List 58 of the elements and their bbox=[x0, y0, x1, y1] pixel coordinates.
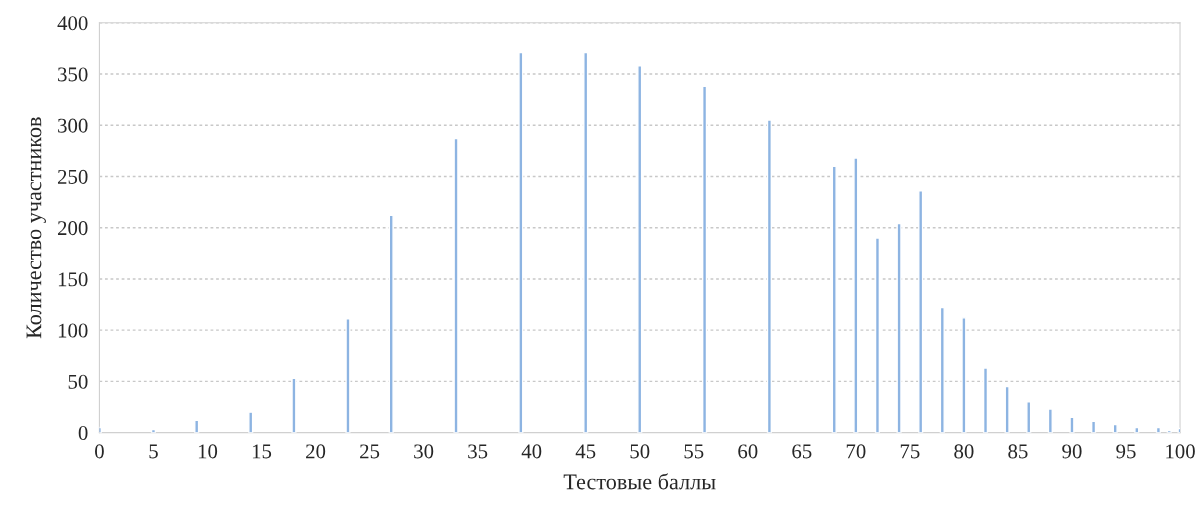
bar bbox=[518, 51, 524, 433]
bar bbox=[831, 165, 837, 433]
bar bbox=[1112, 423, 1118, 433]
bar bbox=[1047, 408, 1053, 433]
y-tick-label: 0 bbox=[78, 426, 88, 441]
x-tick-label: 30 bbox=[414, 444, 434, 459]
bar bbox=[1090, 420, 1097, 433]
x-tick-label: 60 bbox=[738, 444, 758, 459]
x-tick-label: 50 bbox=[630, 444, 650, 459]
bar bbox=[766, 119, 772, 433]
y-tick-label: 50 bbox=[68, 374, 88, 389]
y-tick-label: 400 bbox=[57, 16, 88, 31]
bar bbox=[874, 237, 881, 433]
x-tick-label: 10 bbox=[198, 444, 218, 459]
bar bbox=[939, 306, 945, 433]
bar bbox=[853, 157, 859, 433]
x-axis-title: Тестовые баллы bbox=[563, 473, 716, 490]
y-tick-label: 350 bbox=[58, 67, 88, 82]
bar bbox=[961, 317, 967, 433]
x-tick-label: 55 bbox=[684, 444, 704, 459]
x-tick-label: 5 bbox=[149, 444, 158, 459]
x-tick-label: 35 bbox=[468, 444, 488, 459]
bar bbox=[918, 190, 924, 433]
x-tick-label: 0 bbox=[95, 444, 104, 459]
bar bbox=[248, 411, 254, 433]
x-tick-label: 95 bbox=[1116, 444, 1136, 459]
y-axis-title: Количество участников bbox=[26, 117, 46, 339]
bar bbox=[896, 222, 902, 433]
bar bbox=[637, 65, 643, 433]
y-tick-label: 200 bbox=[57, 221, 88, 236]
y-tick-label: 150 bbox=[58, 272, 88, 287]
y-tick-label: 250 bbox=[57, 169, 88, 184]
y-tick-label: 300 bbox=[58, 118, 88, 133]
bar bbox=[1026, 401, 1032, 433]
bar bbox=[982, 367, 989, 433]
bar bbox=[1004, 385, 1010, 433]
x-tick-label: 20 bbox=[306, 444, 326, 459]
bar bbox=[701, 85, 708, 433]
bar bbox=[388, 214, 394, 433]
bar bbox=[194, 419, 200, 433]
y-tick-label: 100 bbox=[58, 323, 88, 338]
bar bbox=[1177, 427, 1181, 433]
bar bbox=[291, 377, 297, 433]
x-tick-label: 45 bbox=[575, 444, 596, 459]
x-tick-label: 15 bbox=[252, 444, 272, 459]
x-tick-label: 25 bbox=[360, 444, 380, 459]
bar bbox=[345, 318, 351, 433]
bar bbox=[583, 51, 589, 433]
x-tick-label: 100 bbox=[1166, 444, 1195, 459]
x-tick-label: 80 bbox=[954, 444, 974, 459]
x-tick-label: 90 bbox=[1062, 444, 1082, 459]
x-tick-label: 40 bbox=[521, 444, 542, 459]
x-tick-label: 70 bbox=[846, 444, 866, 459]
x-tick-label: 75 bbox=[900, 444, 920, 459]
x-tick-label: 65 bbox=[792, 444, 812, 459]
bar bbox=[453, 137, 459, 433]
x-tick-label: 85 bbox=[1008, 444, 1028, 459]
bar bbox=[1069, 416, 1075, 433]
